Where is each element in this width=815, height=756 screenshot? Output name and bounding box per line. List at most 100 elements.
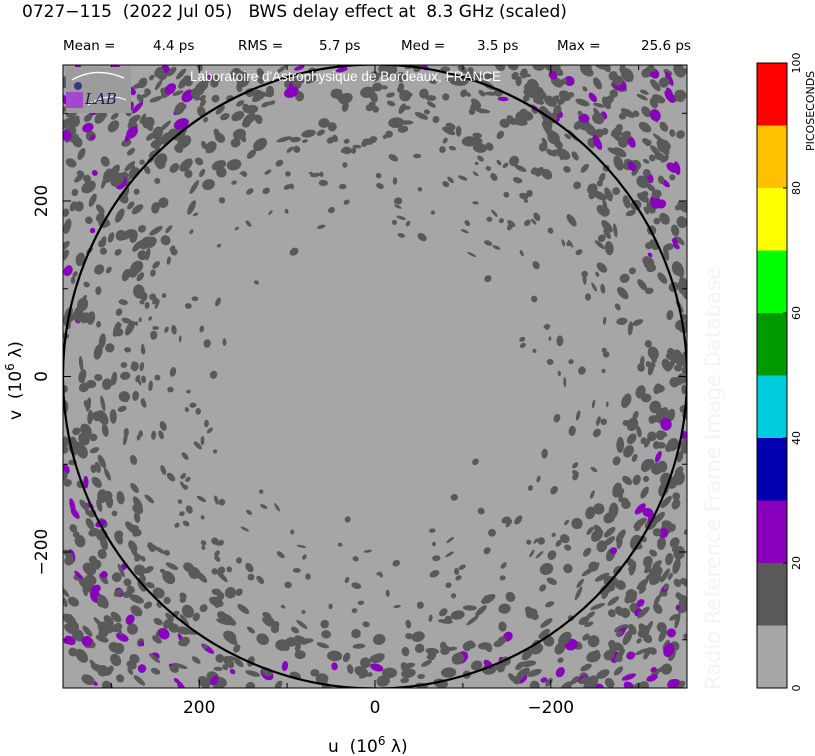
delay-contour	[183, 484, 189, 490]
delay-contour	[590, 602, 606, 611]
delay-contour	[275, 639, 291, 651]
delay-contour	[617, 286, 629, 300]
delay-contour	[538, 628, 550, 639]
delay-contour	[301, 139, 308, 143]
delay-contour	[160, 235, 171, 246]
delay-hotspot	[370, 663, 384, 672]
delay-contour	[197, 106, 206, 118]
delay-contour	[189, 402, 197, 408]
delay-contour	[584, 293, 592, 301]
delay-contour	[191, 656, 201, 664]
delay-contour	[107, 120, 120, 133]
delay-contour	[199, 99, 207, 107]
delay-contour	[432, 541, 436, 547]
delay-contour	[117, 405, 127, 412]
delay-contour	[659, 212, 670, 225]
delay-contour	[557, 97, 566, 106]
delay-contour	[619, 273, 630, 283]
delay-contour	[584, 122, 597, 137]
delay-contour	[145, 247, 151, 261]
delay-contour	[194, 157, 204, 166]
delay-contour	[95, 286, 102, 295]
delay-contour	[472, 201, 479, 205]
delay-contour	[102, 113, 108, 118]
delay-contour	[169, 163, 180, 173]
delay-contour	[245, 562, 254, 573]
delay-contour	[105, 669, 113, 676]
stat-value: 5.7 ps	[319, 38, 360, 54]
delay-contour	[624, 593, 634, 604]
delay-contour	[318, 118, 330, 128]
delay-contour	[75, 443, 88, 459]
delay-contour	[340, 148, 346, 154]
delay-contour	[192, 212, 199, 217]
delay-contour	[601, 220, 613, 233]
delay-contour	[154, 546, 166, 554]
delay-contour	[68, 647, 78, 657]
delay-contour	[121, 317, 132, 324]
delay-contour	[246, 188, 254, 195]
delay-contour	[178, 335, 182, 343]
delay-contour	[526, 539, 532, 545]
delay-contour	[163, 549, 170, 556]
delay-contour	[205, 76, 212, 83]
delay-contour	[592, 190, 607, 201]
delay-contour	[289, 136, 301, 143]
delay-contour	[656, 138, 668, 153]
delay-contour	[515, 661, 525, 671]
delay-hotspot	[621, 673, 636, 681]
colorbar-tick-label: 40	[790, 431, 803, 445]
delay-contour	[497, 636, 507, 645]
delay-contour	[593, 77, 602, 90]
delay-contour	[67, 596, 79, 607]
delay-contour	[669, 174, 676, 181]
delay-contour	[563, 563, 573, 574]
delay-contour	[626, 433, 637, 445]
delay-contour	[628, 267, 636, 275]
delay-contour	[365, 104, 374, 112]
delay-hotspot	[649, 109, 661, 122]
delay-hotspot	[667, 678, 680, 688]
delay-contour	[145, 581, 155, 589]
delay-contour	[204, 419, 209, 428]
delay-contour	[263, 616, 275, 627]
stat-value: 25.6 ps	[641, 38, 691, 54]
delay-contour	[519, 192, 529, 200]
delay-contour	[372, 106, 380, 113]
delay-contour	[130, 605, 143, 617]
delay-contour	[616, 655, 623, 662]
delay-contour	[519, 249, 524, 257]
delay-contour	[652, 441, 660, 450]
delay-contour	[341, 101, 349, 112]
delay-contour	[485, 142, 494, 151]
delay-contour	[358, 673, 370, 679]
delay-contour	[532, 97, 545, 105]
delay-hotspot	[158, 628, 170, 640]
delay-hotspot	[229, 668, 236, 675]
delay-contour	[642, 158, 650, 164]
delay-contour	[666, 438, 679, 452]
delay-contour	[211, 94, 220, 103]
delay-contour	[112, 323, 122, 337]
delay-contour	[582, 86, 588, 92]
delay-contour	[554, 140, 563, 149]
delay-contour	[597, 234, 606, 243]
delay-contour	[276, 136, 292, 143]
delay-contour	[383, 65, 396, 73]
delay-contour	[247, 626, 255, 634]
delay-contour	[541, 448, 548, 459]
delay-contour	[475, 605, 487, 617]
delay-contour	[72, 271, 78, 278]
delay-contour	[458, 564, 466, 570]
delay-contour	[484, 642, 493, 653]
delay-contour	[559, 151, 568, 161]
delay-hotspot	[663, 642, 675, 658]
delay-hotspot	[627, 161, 637, 172]
delay-contour	[658, 628, 667, 642]
delay-contour	[256, 633, 270, 646]
delay-contour	[152, 635, 162, 644]
delay-contour	[527, 668, 542, 677]
delay-contour	[184, 407, 190, 413]
delay-contour	[138, 77, 148, 89]
colorbar-swatch	[757, 438, 787, 501]
